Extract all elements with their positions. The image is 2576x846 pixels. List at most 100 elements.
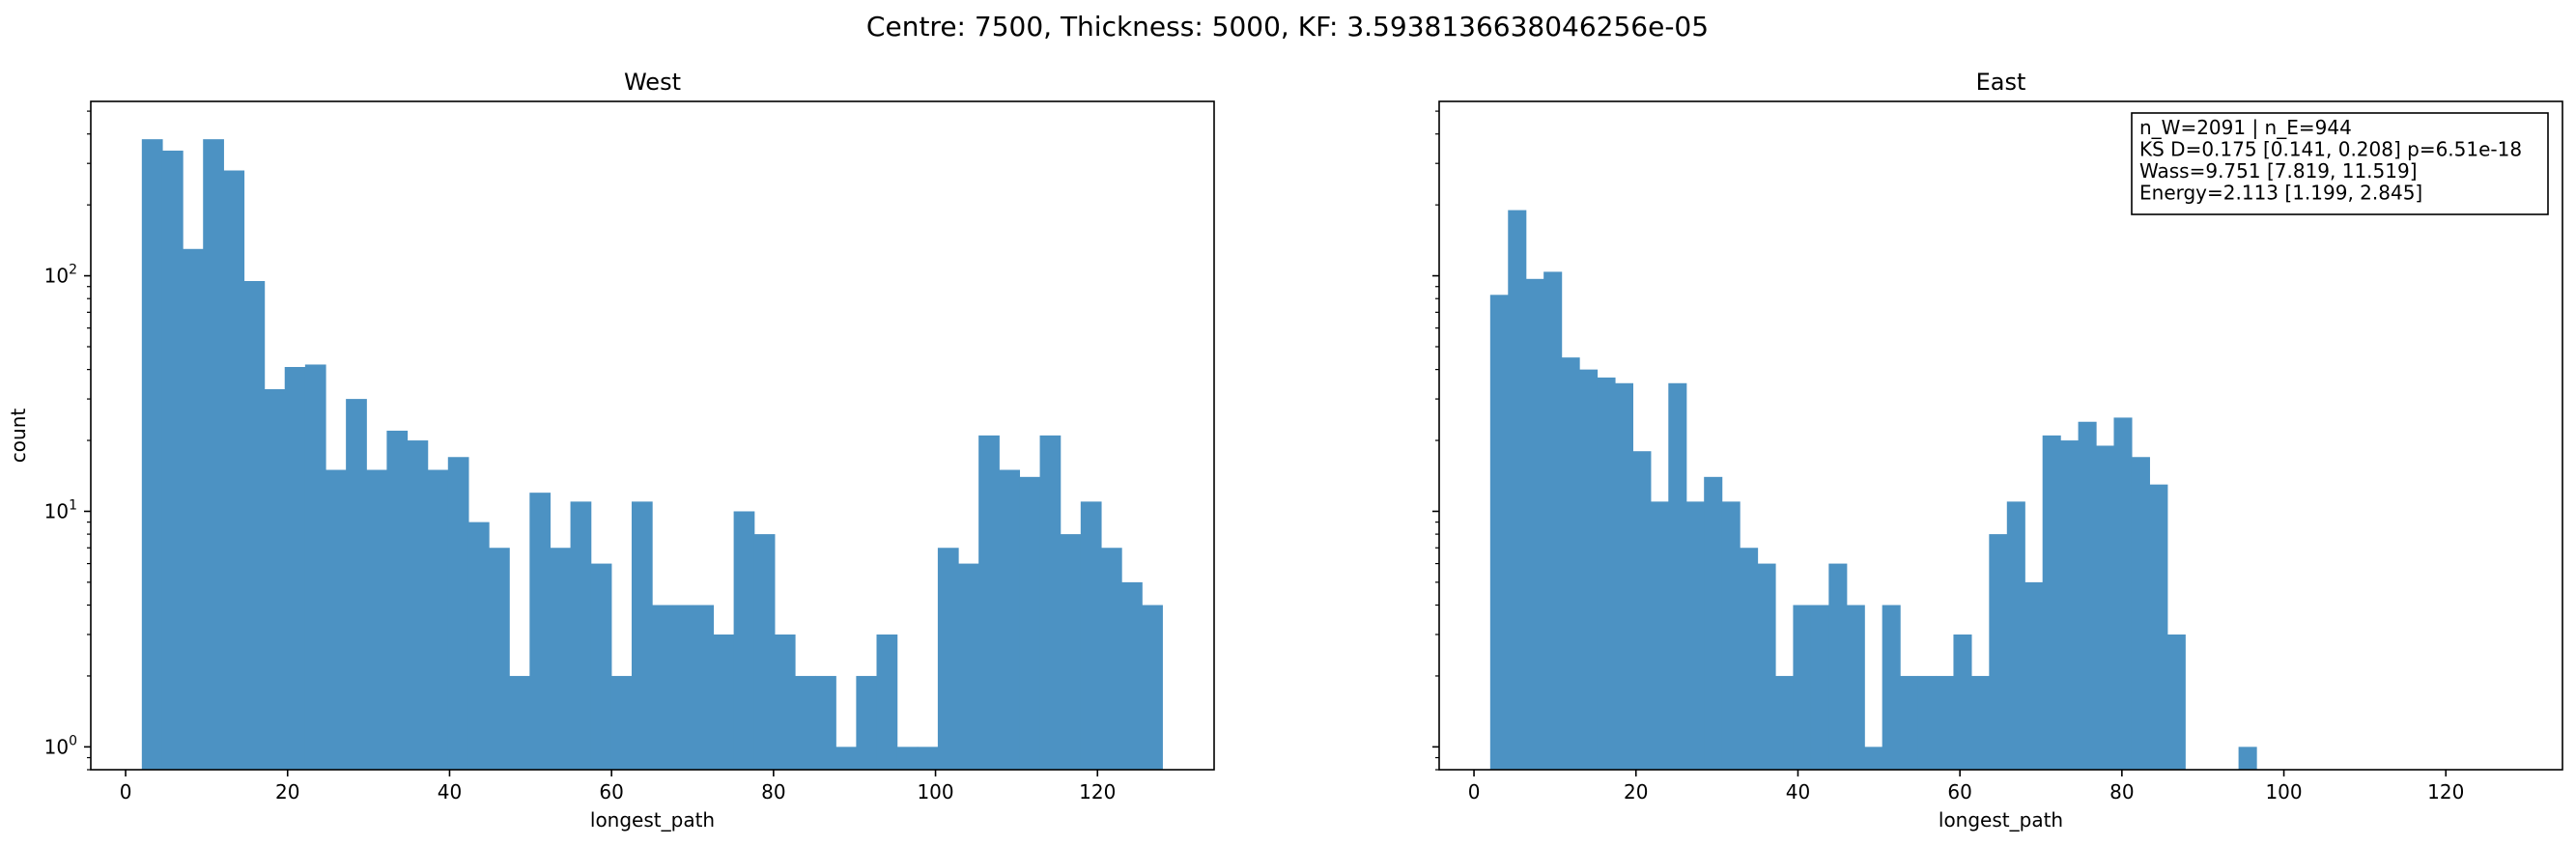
- histogram-bar: [631, 501, 653, 770]
- histogram-bar: [2060, 440, 2080, 770]
- panel-title: West: [624, 69, 681, 96]
- histogram-bar: [999, 469, 1021, 770]
- histogram-bar: [958, 563, 979, 770]
- axes-frame: [1438, 100, 2563, 771]
- x-tick-label: 40: [438, 780, 462, 804]
- histogram-bar: [2096, 445, 2115, 770]
- histogram-bar: [1561, 357, 1580, 770]
- histogram-bar: [1685, 501, 1705, 770]
- east-panel: East 0 20 40 60 80 100 120 longest_path: [1432, 69, 2563, 832]
- x-tick-label: 60: [1947, 780, 1971, 804]
- histogram-bar: [1846, 605, 1865, 770]
- histogram-bar: [1614, 382, 1633, 770]
- histogram-bar: [1721, 501, 1741, 770]
- histogram-bar: [610, 675, 633, 770]
- histogram-bar: [467, 522, 490, 770]
- histogram-bar: [1828, 563, 1848, 770]
- y-tick-label: 100: [44, 733, 77, 758]
- y-axis-label: count: [7, 409, 30, 464]
- x-tick-label: 120: [1079, 780, 1116, 804]
- histogram-bar: [427, 469, 449, 770]
- histogram-bar: [896, 747, 919, 770]
- histogram-bar: [978, 435, 1000, 770]
- histogram-bar: [1650, 501, 1669, 770]
- stats-line-wasserstein: Wass=9.751 [7.819, 11.519]: [2139, 159, 2418, 183]
- histogram-bar: [284, 367, 306, 770]
- histogram-bar: [1668, 382, 1687, 770]
- histogram-bar: [1900, 675, 1919, 770]
- histogram-bar: [366, 469, 387, 770]
- x-tick-label: 0: [120, 780, 132, 804]
- stats-box: n_W=2091 | n_E=944 KS D=0.175 [0.141, 0.…: [2131, 112, 2549, 215]
- histogram-bar: [693, 605, 715, 770]
- histogram-bar: [243, 281, 266, 770]
- histogram-bar: [917, 747, 939, 770]
- histogram-bar: [1632, 451, 1652, 770]
- histogram-bar: [326, 469, 347, 770]
- x-tick-label: 40: [1786, 780, 1810, 804]
- histogram-bar: [876, 634, 898, 770]
- histogram-bar: [713, 634, 735, 770]
- histogram-bar: [672, 605, 694, 770]
- histogram-bar: [509, 675, 530, 770]
- histogram-bar: [1793, 605, 1812, 770]
- histogram-bar: [1080, 501, 1102, 770]
- histogram-bar: [1882, 605, 1901, 770]
- histogram-bar: [1525, 278, 1544, 770]
- histogram-bar: [753, 534, 776, 770]
- x-axis-label: longest_path: [1939, 808, 2063, 832]
- histogram-bar: [489, 548, 510, 770]
- histogram-bar: [2024, 581, 2044, 770]
- histogram-bar: [1757, 563, 1776, 770]
- x-axis-label: longest_path: [590, 808, 715, 832]
- histogram-bar: [1774, 675, 1795, 770]
- axes-frame: [90, 100, 1215, 771]
- x-tick-label: 100: [2265, 780, 2302, 804]
- histogram-bar: [141, 139, 163, 770]
- histogram-bar: [2006, 501, 2025, 770]
- histogram-bar: [1579, 369, 1599, 770]
- histogram-bar: [346, 399, 367, 770]
- stats-box-frame: [2131, 112, 2549, 215]
- histogram-bar: [570, 501, 592, 770]
- histogram-bar: [1917, 675, 1937, 770]
- histogram-bar: [1100, 548, 1122, 770]
- histogram-bar: [2042, 435, 2061, 770]
- histogram-bar: [2149, 484, 2168, 770]
- histogram-bar: [550, 548, 572, 770]
- x-tick-label: 80: [761, 780, 785, 804]
- histogram-bar: [774, 634, 796, 770]
- stats-line-ks: KS D=0.175 [0.141, 0.208] p=6.51e-18: [2139, 138, 2522, 161]
- x-tick-label: 80: [2109, 780, 2134, 804]
- histogram-bar: [1543, 271, 1563, 770]
- histogram-bar: [1597, 377, 1616, 770]
- histogram-bar: [2131, 457, 2150, 770]
- histogram-bar: [1989, 534, 2008, 770]
- histogram-bar: [1810, 605, 1829, 770]
- histogram-bar: [733, 511, 755, 770]
- histogram-bar: [937, 548, 959, 770]
- histogram-bar: [2238, 747, 2257, 770]
- y-tick-label: 101: [44, 497, 77, 522]
- histogram-bar: [815, 675, 836, 770]
- histogram-bar: [2078, 421, 2097, 770]
- histogram-bar: [1019, 476, 1041, 770]
- x-tick-label: 20: [275, 780, 299, 804]
- y-tick-label: 102: [44, 263, 77, 288]
- histogram-bar: [652, 605, 673, 770]
- x-tick-label: 120: [2427, 780, 2464, 804]
- histogram-bar: [223, 170, 245, 770]
- figure-title: Centre: 7500, Thickness: 5000, KF: 3.593…: [866, 11, 1709, 42]
- histogram-bar: [1970, 675, 1990, 770]
- x-tick-label: 20: [1624, 780, 1648, 804]
- histogram-bar: [590, 563, 612, 770]
- histogram-bar: [407, 440, 429, 770]
- histogram-bar: [1864, 747, 1883, 770]
- histogram-bar: [161, 150, 184, 770]
- histogram-bar: [1704, 476, 1723, 770]
- histogram-bar: [304, 364, 326, 770]
- histogram-bar: [2166, 634, 2186, 770]
- x-tick-label: 60: [599, 780, 623, 804]
- histogram-bar: [1508, 210, 1527, 770]
